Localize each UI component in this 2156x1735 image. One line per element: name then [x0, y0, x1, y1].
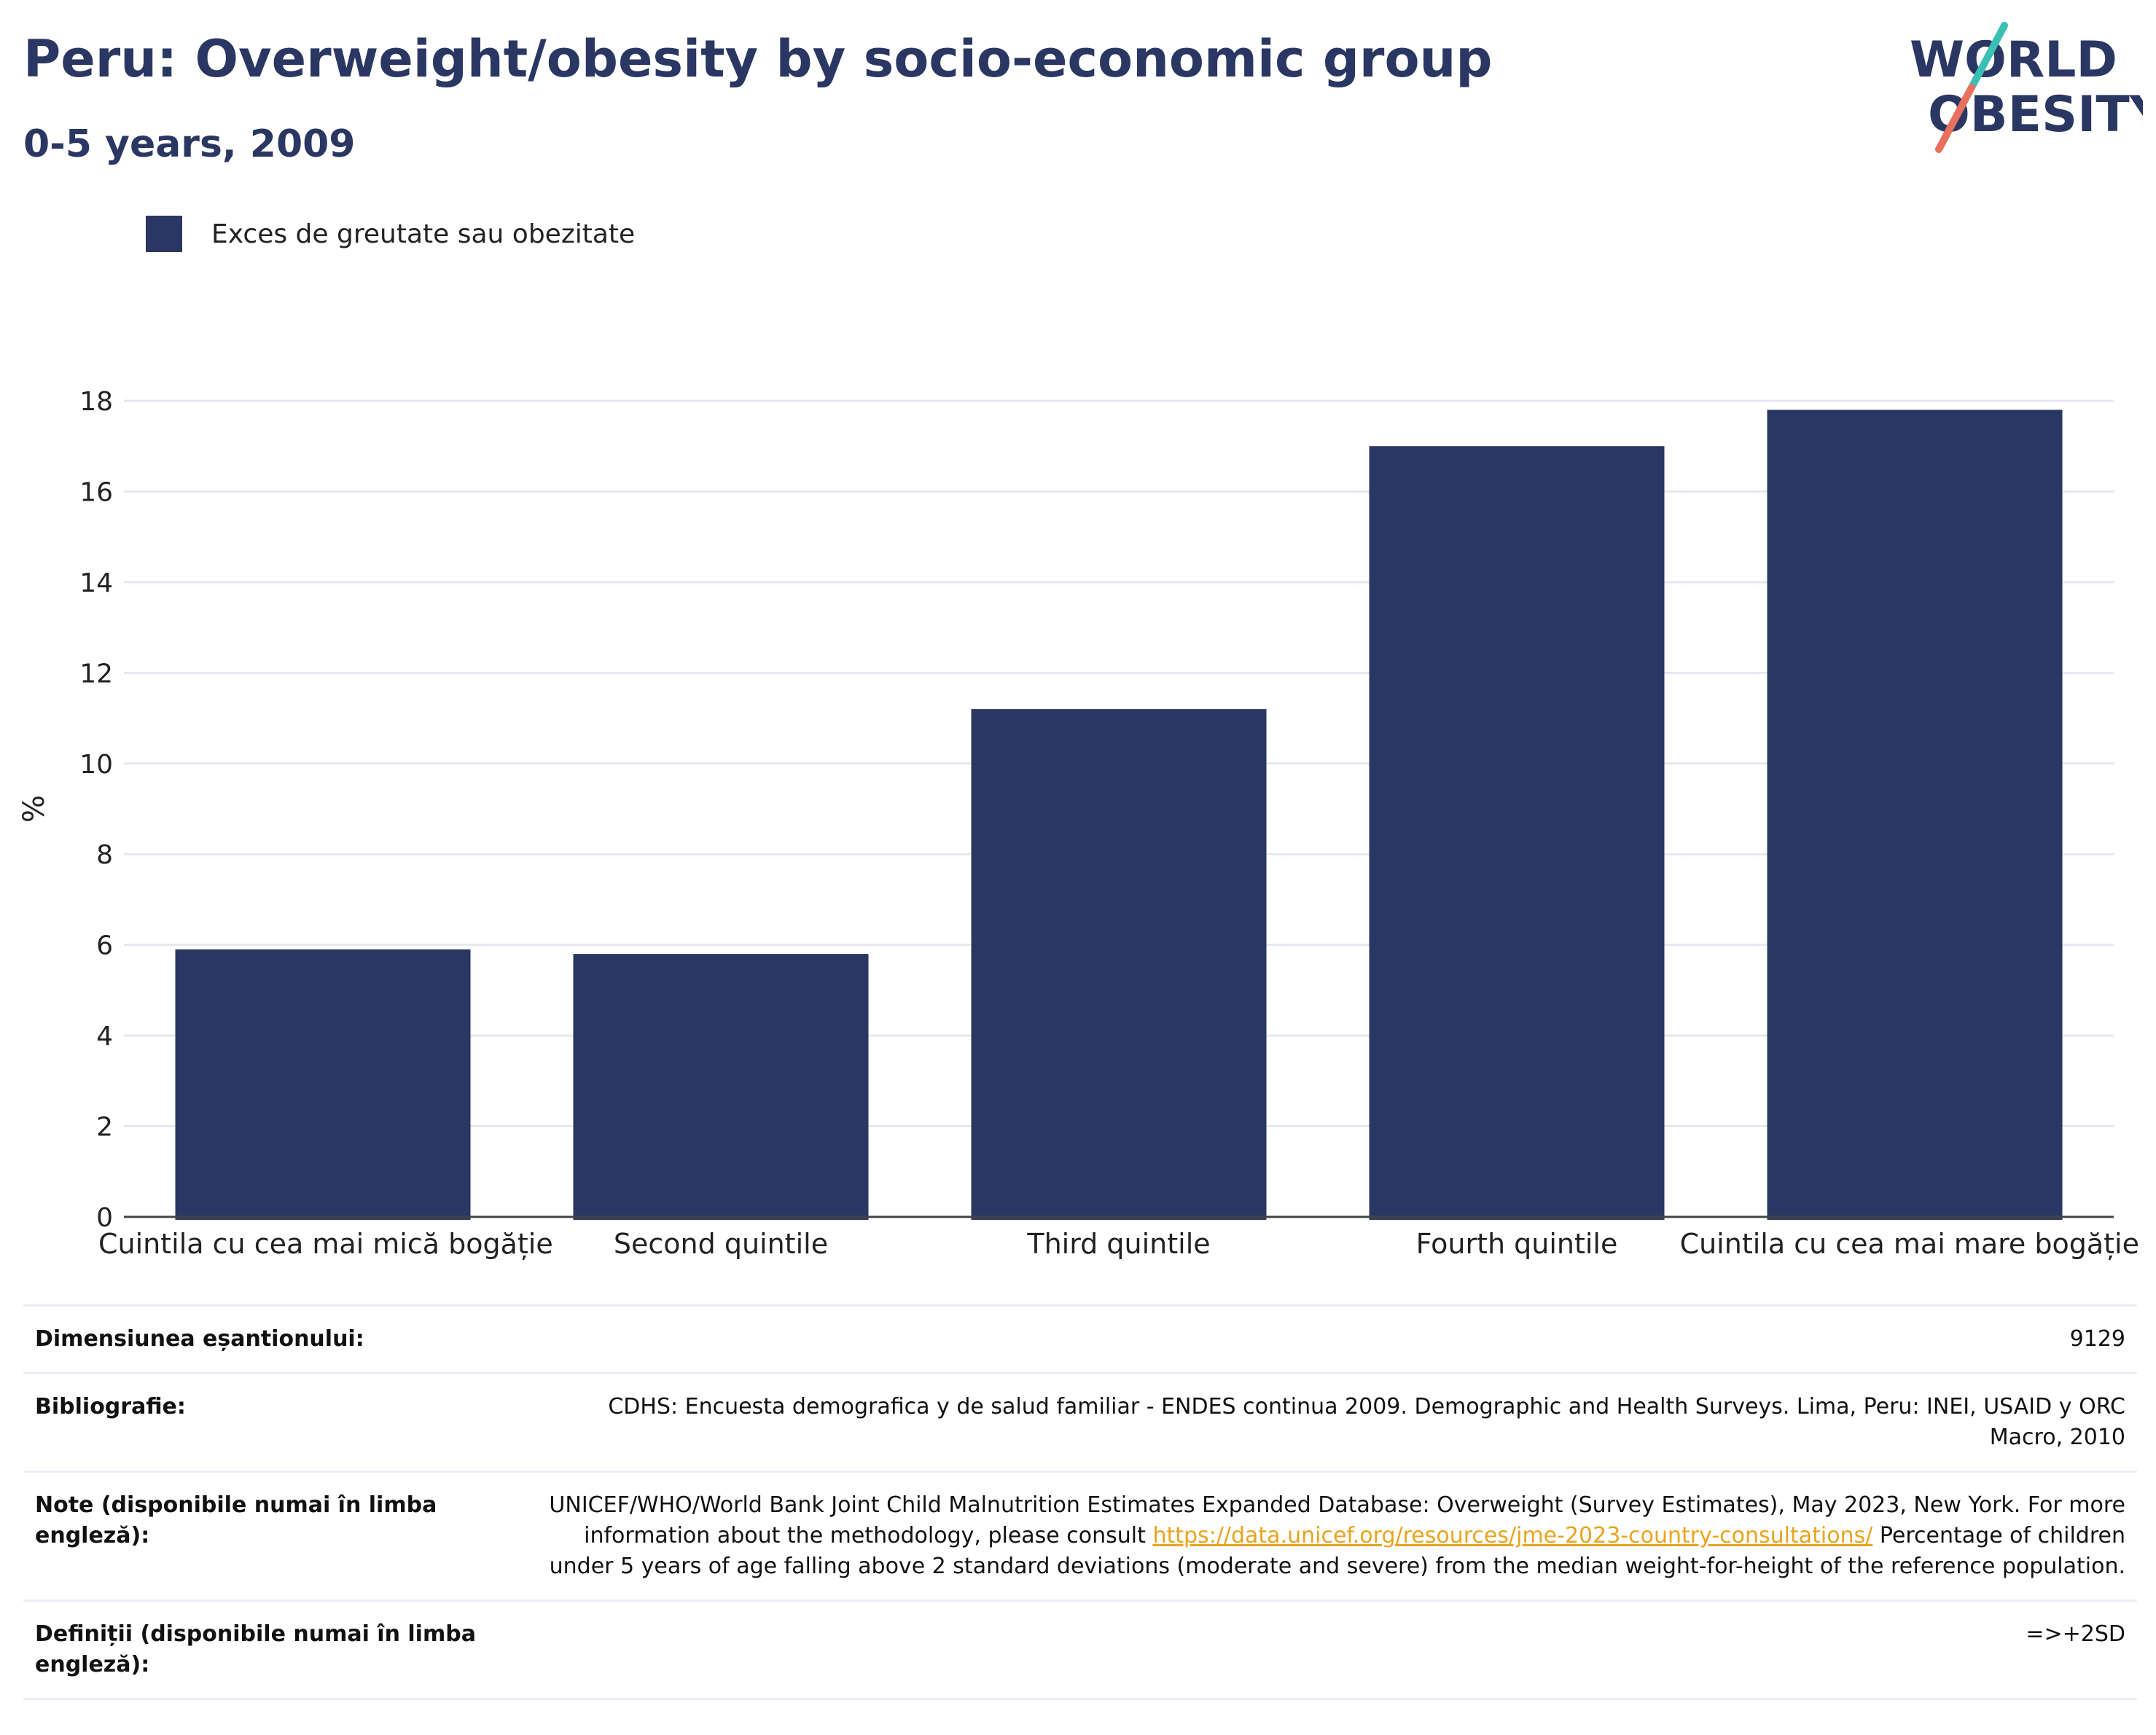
logo-word-world: WORLD [1910, 31, 2117, 89]
legend-swatch [146, 216, 182, 252]
page-subtitle: 0-5 years, 2009 [23, 122, 356, 166]
bar [175, 949, 471, 1220]
y-axis-label: % [17, 795, 51, 823]
info-row-sample-size: Dimensiunea eșantionului: 9129 [23, 1304, 2137, 1372]
y-tick-label: 6 [96, 931, 113, 961]
sample-size-label: Dimensiunea eșantionului: [35, 1326, 364, 1352]
definitions-label: Definiții (disponibile numai în limba en… [35, 1621, 476, 1677]
page-title: Peru: Overweight/obesity by socio-econom… [23, 29, 1493, 89]
notes-text-before: UNICEF/WHO/World Bank Joint Child Malnut… [549, 1492, 2125, 1548]
y-tick-label: 12 [79, 659, 113, 689]
info-row-definitions: Definiții (disponibile numai în limba en… [23, 1599, 2137, 1700]
x-tick-label: Cuintila cu cea mai mică bogăție [98, 1228, 553, 1260]
legend-label: Exces de greutate sau obezitate [211, 219, 636, 249]
y-tick-label: 2 [96, 1113, 113, 1143]
sample-size-value: 9129 [2069, 1326, 2125, 1352]
y-tick-label: 14 [79, 568, 113, 598]
bar-chart: 0 2 4 6 8 10 12 14 16 18 Cuintila cu cea mai mică … [17, 387, 2139, 1260]
x-tick-label: Fourth quintile [1416, 1228, 1618, 1260]
definitions-value: =>+2SD [2026, 1621, 2125, 1647]
world-obesity-logo: WORLD OBESITY [1910, 22, 2143, 153]
y-tick-label: 18 [79, 387, 113, 417]
notes-value: UNICEF/WHO/World Bank Joint Child Malnut… [536, 1490, 2125, 1582]
info-table: Dimensiunea eșantionului: 9129 Bibliogra… [23, 1304, 2137, 1700]
bibliography-value: CDHS: Encuesta demografica y de salud fa… [608, 1394, 2125, 1450]
y-tick-label: 4 [96, 1022, 113, 1051]
y-tick-label: 8 [96, 840, 113, 870]
notes-link[interactable]: https://data.unicef.org/resources/jme-20… [1152, 1523, 1873, 1548]
y-tick-label: 10 [79, 750, 113, 780]
bar [1369, 446, 1665, 1221]
x-tick-label: Second quintile [614, 1228, 828, 1260]
y-tick-label: 0 [96, 1203, 113, 1233]
x-tick-label: Third quintile [1026, 1228, 1210, 1260]
bar [573, 954, 869, 1220]
bibliography-label: Bibliografie: [35, 1394, 186, 1419]
notes-label: Note (disponibile numai în limba engleză… [35, 1492, 437, 1548]
legend: Exces de greutate sau obezitate [146, 215, 635, 253]
logo-slash-teal [1968, 22, 2008, 91]
x-tick-label: Cuintila cu cea mai mare bogăție [1680, 1228, 2139, 1260]
info-row-notes: Note (disponibile numai în limba engleză… [23, 1470, 2137, 1599]
info-row-bibliography: Bibliografie: CDHS: Encuesta demografica… [23, 1372, 2137, 1470]
bar [971, 709, 1267, 1220]
logo-slash-coral [1935, 84, 1975, 153]
y-tick-label: 16 [79, 477, 113, 507]
bar [1767, 410, 2063, 1220]
notes-text-after: Percentage of children under 5 years of … [549, 1523, 2125, 1579]
